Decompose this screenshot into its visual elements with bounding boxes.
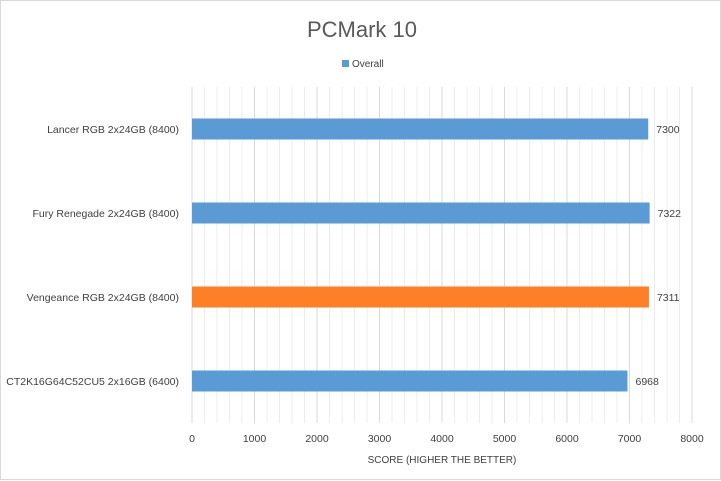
x-tick-label: 4000	[430, 433, 454, 445]
x-tick-label: 0	[189, 433, 195, 445]
x-tick-label: 8000	[680, 433, 704, 445]
x-tick-label: 6000	[555, 433, 579, 445]
legend-swatch	[342, 60, 349, 67]
bar	[192, 286, 649, 308]
x-tick-label: 1000	[243, 433, 267, 445]
data-label: 6968	[636, 376, 660, 388]
chart-title: PCMark 10	[307, 17, 417, 42]
category-labels: Lancer RGB 2x24GB (8400) Fury Renegade 2x…	[6, 124, 179, 388]
legend-label: Overall	[352, 59, 384, 70]
data-label: 7322	[658, 208, 682, 220]
data-label: 7311	[657, 292, 680, 304]
category-label: Fury Renegade 2x24GB (8400)	[32, 208, 179, 220]
legend: Overall	[342, 59, 384, 70]
x-axis-title: SCORE (HIGHER THE BETTER)	[368, 455, 517, 466]
gridlines	[191, 87, 693, 423]
x-tick-label: 5000	[493, 433, 517, 445]
bar	[192, 370, 628, 392]
bar	[192, 118, 649, 140]
bars	[192, 118, 650, 392]
x-tick-label: 7000	[618, 433, 642, 445]
category-label: Vengeance RGB 2x24GB (8400)	[27, 292, 179, 304]
bar	[192, 202, 650, 224]
category-label: CT2K16G64C52CU5 2x16GB (6400)	[6, 376, 179, 388]
category-label: Lancer RGB 2x24GB (8400)	[47, 124, 179, 136]
x-tick-label: 3000	[368, 433, 392, 445]
x-tick-labels: 0 1000 2000 3000 4000 5000 6000 7000 8000	[189, 433, 704, 445]
data-label: 7300	[656, 124, 680, 136]
x-tick-label: 2000	[305, 433, 329, 445]
data-labels: 7300 7322 7311 6968	[636, 124, 682, 388]
